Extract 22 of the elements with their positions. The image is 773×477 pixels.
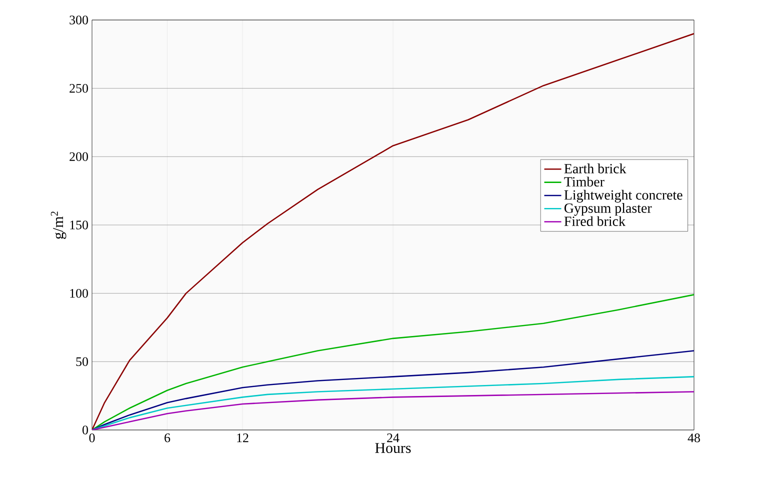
x-axis-title: Hours: [375, 443, 411, 454]
legend-label: Lightweight concrete: [564, 190, 682, 203]
y-tick-label: 150: [70, 220, 88, 230]
line-series: [92, 33, 694, 430]
x-tick-label: 24: [387, 434, 400, 442]
legend-label: Fired brick: [564, 216, 626, 226]
y-tick-label: 100: [70, 288, 88, 298]
y-axis-title: g/m$^{2}$: [50, 212, 66, 239]
y-tick-label: 200: [70, 152, 88, 162]
y-tick-label: 300: [70, 16, 88, 24]
line-series: [92, 294, 694, 430]
legend-label: Earth brick: [564, 164, 626, 174]
y-tick-label: 0: [82, 426, 88, 434]
legend-label: Gypsum plaster: [564, 203, 652, 216]
x-tick-label: 12: [237, 434, 248, 442]
legend-label: Timber: [564, 176, 604, 187]
y-tick-label: 250: [70, 84, 88, 93]
x-tick-label: 48: [688, 434, 700, 442]
line-series: [92, 376, 694, 430]
x-tick-label: 0: [89, 434, 95, 442]
x-tick-label: 6: [164, 434, 170, 442]
y-tick-label: 50: [76, 357, 88, 366]
